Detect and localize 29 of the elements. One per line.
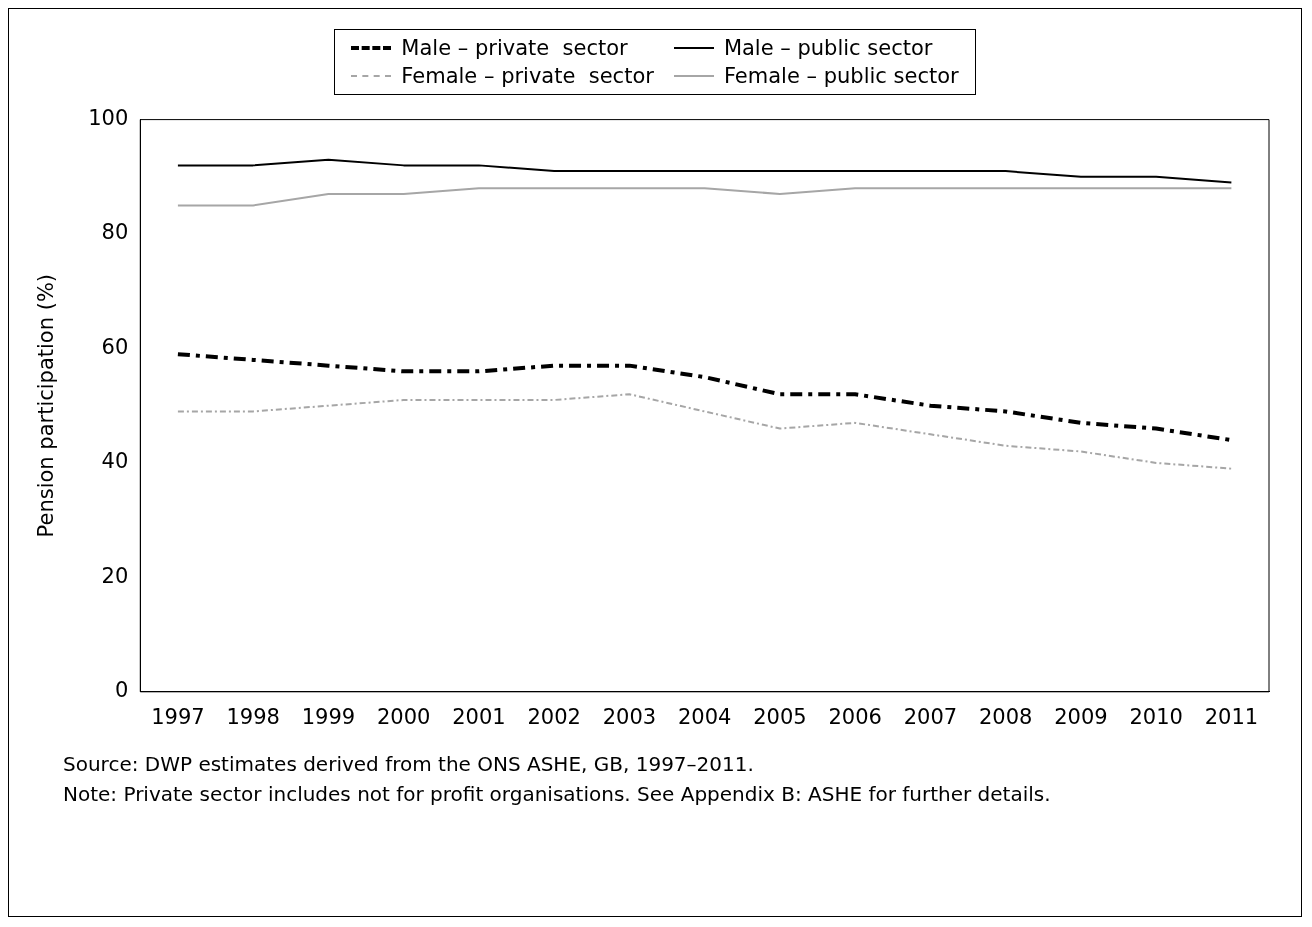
x-tick-label: 2000 [376,704,431,729]
x-tick-label: 2008 [978,704,1033,729]
legend-label: Male – public sector [723,36,933,60]
x-tick-label: 2011 [1204,704,1259,729]
y-tick-label: 40 [101,449,129,474]
y-tick-label: 60 [101,334,129,359]
legend-label: Female – public sector [723,64,959,88]
text: Note: Private sector includes not for profit organisations. See Appendix B: ASHE for further details. [63,781,1052,808]
x-tick-label: 2007 [903,704,958,729]
y-tick-label: 80 [101,220,129,245]
x-tick-label: 2001 [452,704,506,729]
x-tick-label: 2003 [602,704,657,729]
x-tick-label: 2009 [1054,704,1108,729]
x-tick-label: 1999 [301,704,356,729]
y-tick-label: 100 [88,106,129,131]
x-tick-label: 1998 [226,704,280,729]
x-tick-label: 2006 [828,704,882,729]
y-axis-title: Pension participation (%) [34,273,59,538]
x-tick-label: 2004 [677,704,732,729]
x-tick-label: 2002 [527,704,581,729]
legend-label: Male – private sector [401,36,628,60]
y-tick-label: 0 [114,678,129,703]
line-series [176,393,1233,470]
x-tick-label: 2010 [1129,704,1183,729]
x-tick-label: 1997 [151,704,205,729]
y-tick-label: 20 [101,563,129,588]
x-tick-label: 2005 [753,704,807,729]
legend-label: Female – private sector [401,64,654,88]
source-note: Source: DWP estimates derived from the ONS ASHE, GB, 1997–2011. [63,751,755,778]
